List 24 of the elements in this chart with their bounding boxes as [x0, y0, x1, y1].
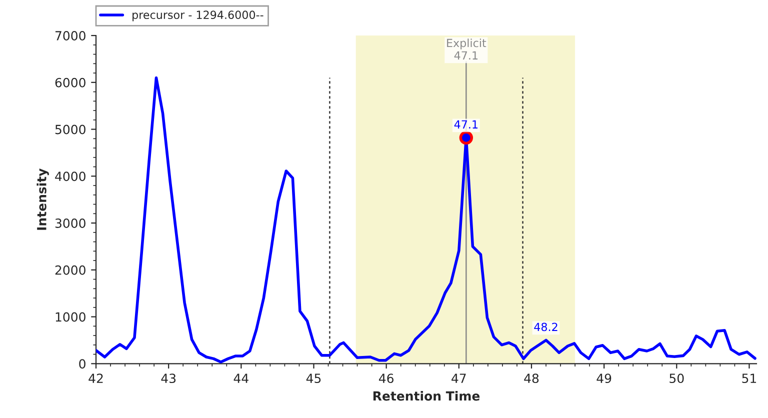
x-axis-title: Retention Time: [373, 391, 480, 401]
x-tick-label: 46: [378, 374, 394, 384]
y-tick-label: 7000: [55, 31, 86, 40]
x-tick-label: 44: [234, 374, 248, 383]
x-tick-label: 50: [670, 374, 684, 384]
x-tick-label: 49: [596, 374, 612, 384]
y-tick-label: 4000: [55, 172, 86, 182]
y-tick-label: 0: [79, 359, 86, 369]
annotation: 47.1: [454, 120, 478, 128]
x-tick-label: 51: [742, 374, 756, 384]
x-tick-label: 43: [161, 374, 176, 384]
ref-line-label: Explicit 47.1: [447, 38, 486, 60]
annotation: 48.2: [534, 322, 558, 332]
y-tick-label: 5000: [55, 124, 86, 134]
y-tick-label: 2000: [55, 265, 86, 275]
x-tick-label: 48: [524, 374, 539, 384]
y-axis-title: Intensity: [36, 168, 49, 230]
x-tick-label: 45: [306, 374, 321, 384]
y-tick-label: 6000: [55, 78, 86, 88]
y-tick-label: 3000: [55, 218, 86, 228]
x-tick-label: 47: [452, 374, 466, 383]
y-tick-label: 1000: [56, 312, 86, 322]
x-tick-label: 42: [88, 374, 103, 383]
legend-label: precursor - 1294.6000--: [132, 10, 264, 22]
